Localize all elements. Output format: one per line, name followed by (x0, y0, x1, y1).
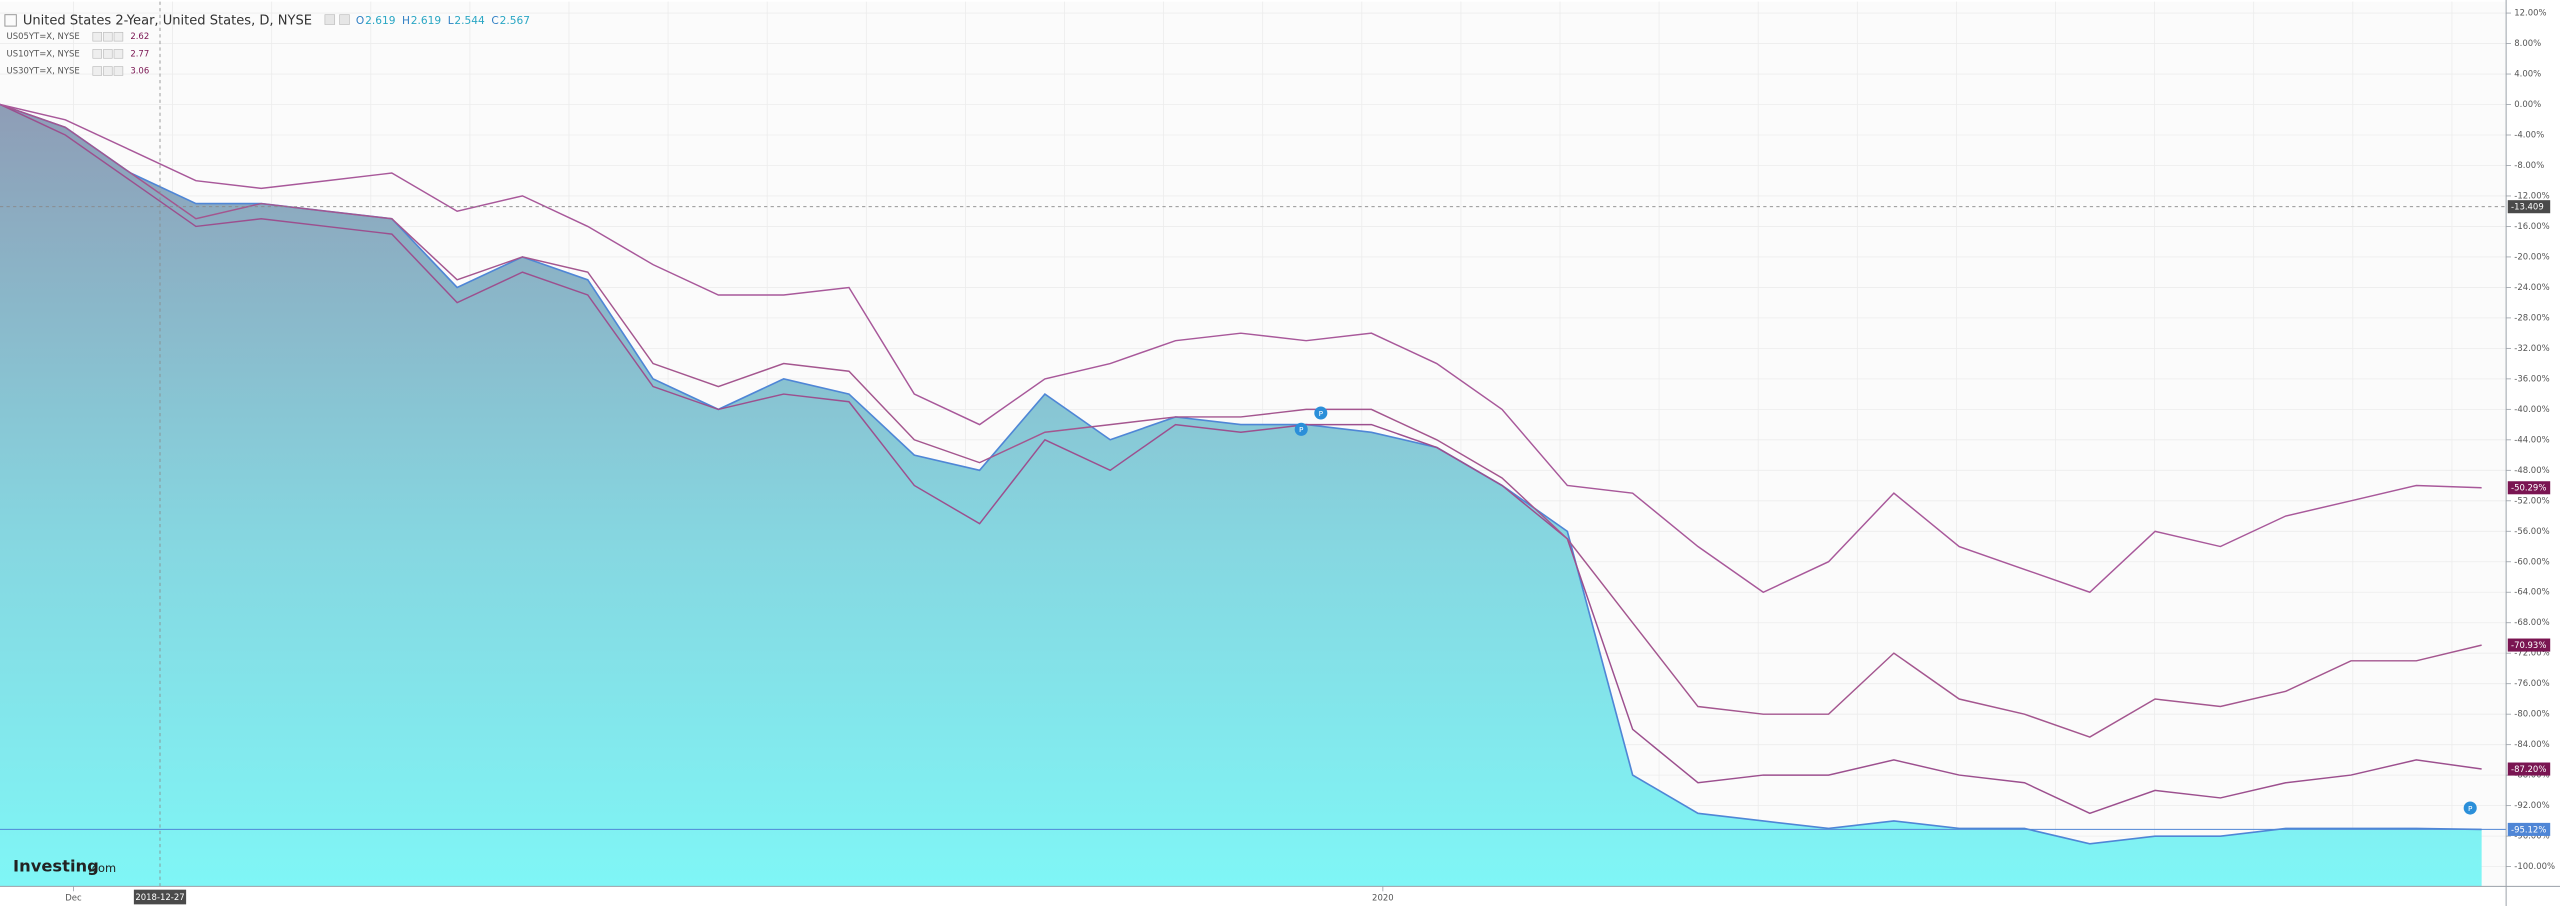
last-value-badge (2507, 638, 2551, 652)
last-value-label: -87.20% (2511, 764, 2546, 774)
series-line (0, 103, 2482, 815)
legend: United States 2-Year, United States, D, … (4, 14, 530, 76)
y-tick-label: -100.00% (2514, 861, 2555, 871)
ohlc-value: 2.567 (500, 14, 530, 27)
plot (0, 103, 2507, 887)
series-line (0, 103, 2482, 738)
y-tick-label: -44.00% (2514, 434, 2549, 444)
crosshair-x-badge (133, 889, 187, 905)
y-tick-label: -20.00% (2514, 251, 2549, 261)
y-tick-label: -64.00% (2514, 587, 2549, 597)
collapse-button[interactable] (4, 14, 17, 27)
y-tick-label: 12.00% (2514, 8, 2546, 18)
legend-button[interactable] (113, 31, 124, 42)
ohlc-label: H (402, 14, 410, 27)
last-value-label: -70.93% (2511, 640, 2546, 650)
legend-button[interactable] (103, 31, 113, 42)
legend-button[interactable] (103, 49, 113, 59)
x-tick-label: 2020 (1372, 892, 1394, 902)
ohlc-label: C (491, 14, 498, 27)
legend-value: 3.06 (130, 66, 149, 76)
y-tick-label: 0.00% (2514, 99, 2541, 109)
event-marker-label: P (1319, 409, 1324, 418)
axes: 12.00% 8.00% 4.00% 0.00% -4.00% -8.00% -12.00%… (65, 8, 2555, 905)
ohlc-value: 2.619 (365, 14, 395, 27)
y-tick-label: -32.00% (2514, 343, 2549, 353)
last-value-badge (2507, 481, 2551, 495)
legend-name: US30YT=X, NYSE (7, 66, 80, 76)
event-marker[interactable]: P (2463, 801, 2477, 815)
y-tick-label: -92.00% (2514, 800, 2549, 810)
area-fill (0, 104, 2482, 887)
y-tick-label: -28.00% (2514, 312, 2549, 322)
watermark-suffix: .com (88, 861, 116, 875)
y-tick-label: -76.00% (2514, 678, 2549, 688)
y-tick-label: -4.00% (2514, 129, 2544, 139)
y-tick-label: -16.00% (2514, 221, 2549, 231)
ohlc-value: 2.544 (454, 14, 485, 27)
ohlc-value: 2.619 (411, 14, 441, 27)
y-tick-label: 8.00% (2514, 38, 2541, 48)
watermark: Investing .com (13, 856, 116, 875)
legend-value: 2.77 (130, 48, 149, 58)
watermark-brand: Investing (13, 856, 99, 875)
y-tick-label: -12.00% (2514, 190, 2549, 200)
overlay: P P P (0, 1, 2507, 887)
last-value-label: -95.12% (2511, 824, 2546, 834)
ohlc-label: L (448, 14, 454, 27)
ohlc: O 2.619 H 2.619 L 2.544 C 2.567 (356, 14, 530, 27)
event-marker-label: P (2468, 804, 2473, 813)
series-line (0, 103, 2482, 594)
y-tick-label: -24.00% (2514, 282, 2549, 292)
y-tick-label: 4.00% (2514, 69, 2541, 79)
legend-name: US10YT=X, NYSE (7, 48, 80, 58)
y-tick-label: -84.00% (2514, 739, 2549, 749)
legend-button[interactable] (92, 31, 102, 42)
legend-button[interactable] (92, 49, 102, 59)
close-button[interactable] (339, 14, 350, 25)
crosshair-y-label: -13.409 (2511, 202, 2544, 212)
x-tick-label: Dec (65, 892, 82, 902)
legend-value: 2.62 (130, 31, 149, 41)
y-tick-label: -8.00% (2514, 160, 2544, 170)
legend-button[interactable] (92, 66, 102, 76)
event-marker[interactable]: P (1314, 406, 1328, 420)
legend-rows: US05YT=X, NYSE 2.62 US10YT=X, NYSE 2.77 US30… (7, 31, 149, 76)
y-tick-label: -36.00% (2514, 373, 2549, 383)
area-line (0, 103, 2482, 845)
chart-title: United States 2-Year, United States, D, … (23, 14, 312, 29)
y-tick-label: -40.00% (2514, 404, 2549, 414)
y-tick-label: -56.00% (2514, 526, 2549, 536)
last-value-badge (2507, 762, 2551, 776)
last-value-label: -50.29% (2511, 483, 2546, 493)
crosshair-y-badge (2507, 200, 2551, 214)
legend-button[interactable] (113, 66, 124, 76)
last-value-badge (2507, 822, 2551, 836)
event-marker-label: P (1299, 425, 1304, 434)
y-tick-label: -68.00% (2514, 617, 2549, 627)
y-tick-label: -72.00% (2514, 648, 2549, 658)
legend-button[interactable] (103, 66, 113, 76)
y-tick-label: -80.00% (2514, 709, 2549, 719)
legend-button[interactable] (113, 49, 124, 59)
legend-name: US05YT=X, NYSE (7, 31, 80, 41)
settings-button[interactable] (324, 14, 336, 25)
ohlc-label: O (356, 14, 364, 27)
y-tick-label: -48.00% (2514, 465, 2549, 475)
crosshair-x-label: 2018-12-27 (135, 892, 184, 902)
y-tick-label: -60.00% (2514, 556, 2549, 566)
y-tick-label: -52.00% (2514, 495, 2549, 505)
event-marker[interactable]: P (1294, 422, 1308, 436)
